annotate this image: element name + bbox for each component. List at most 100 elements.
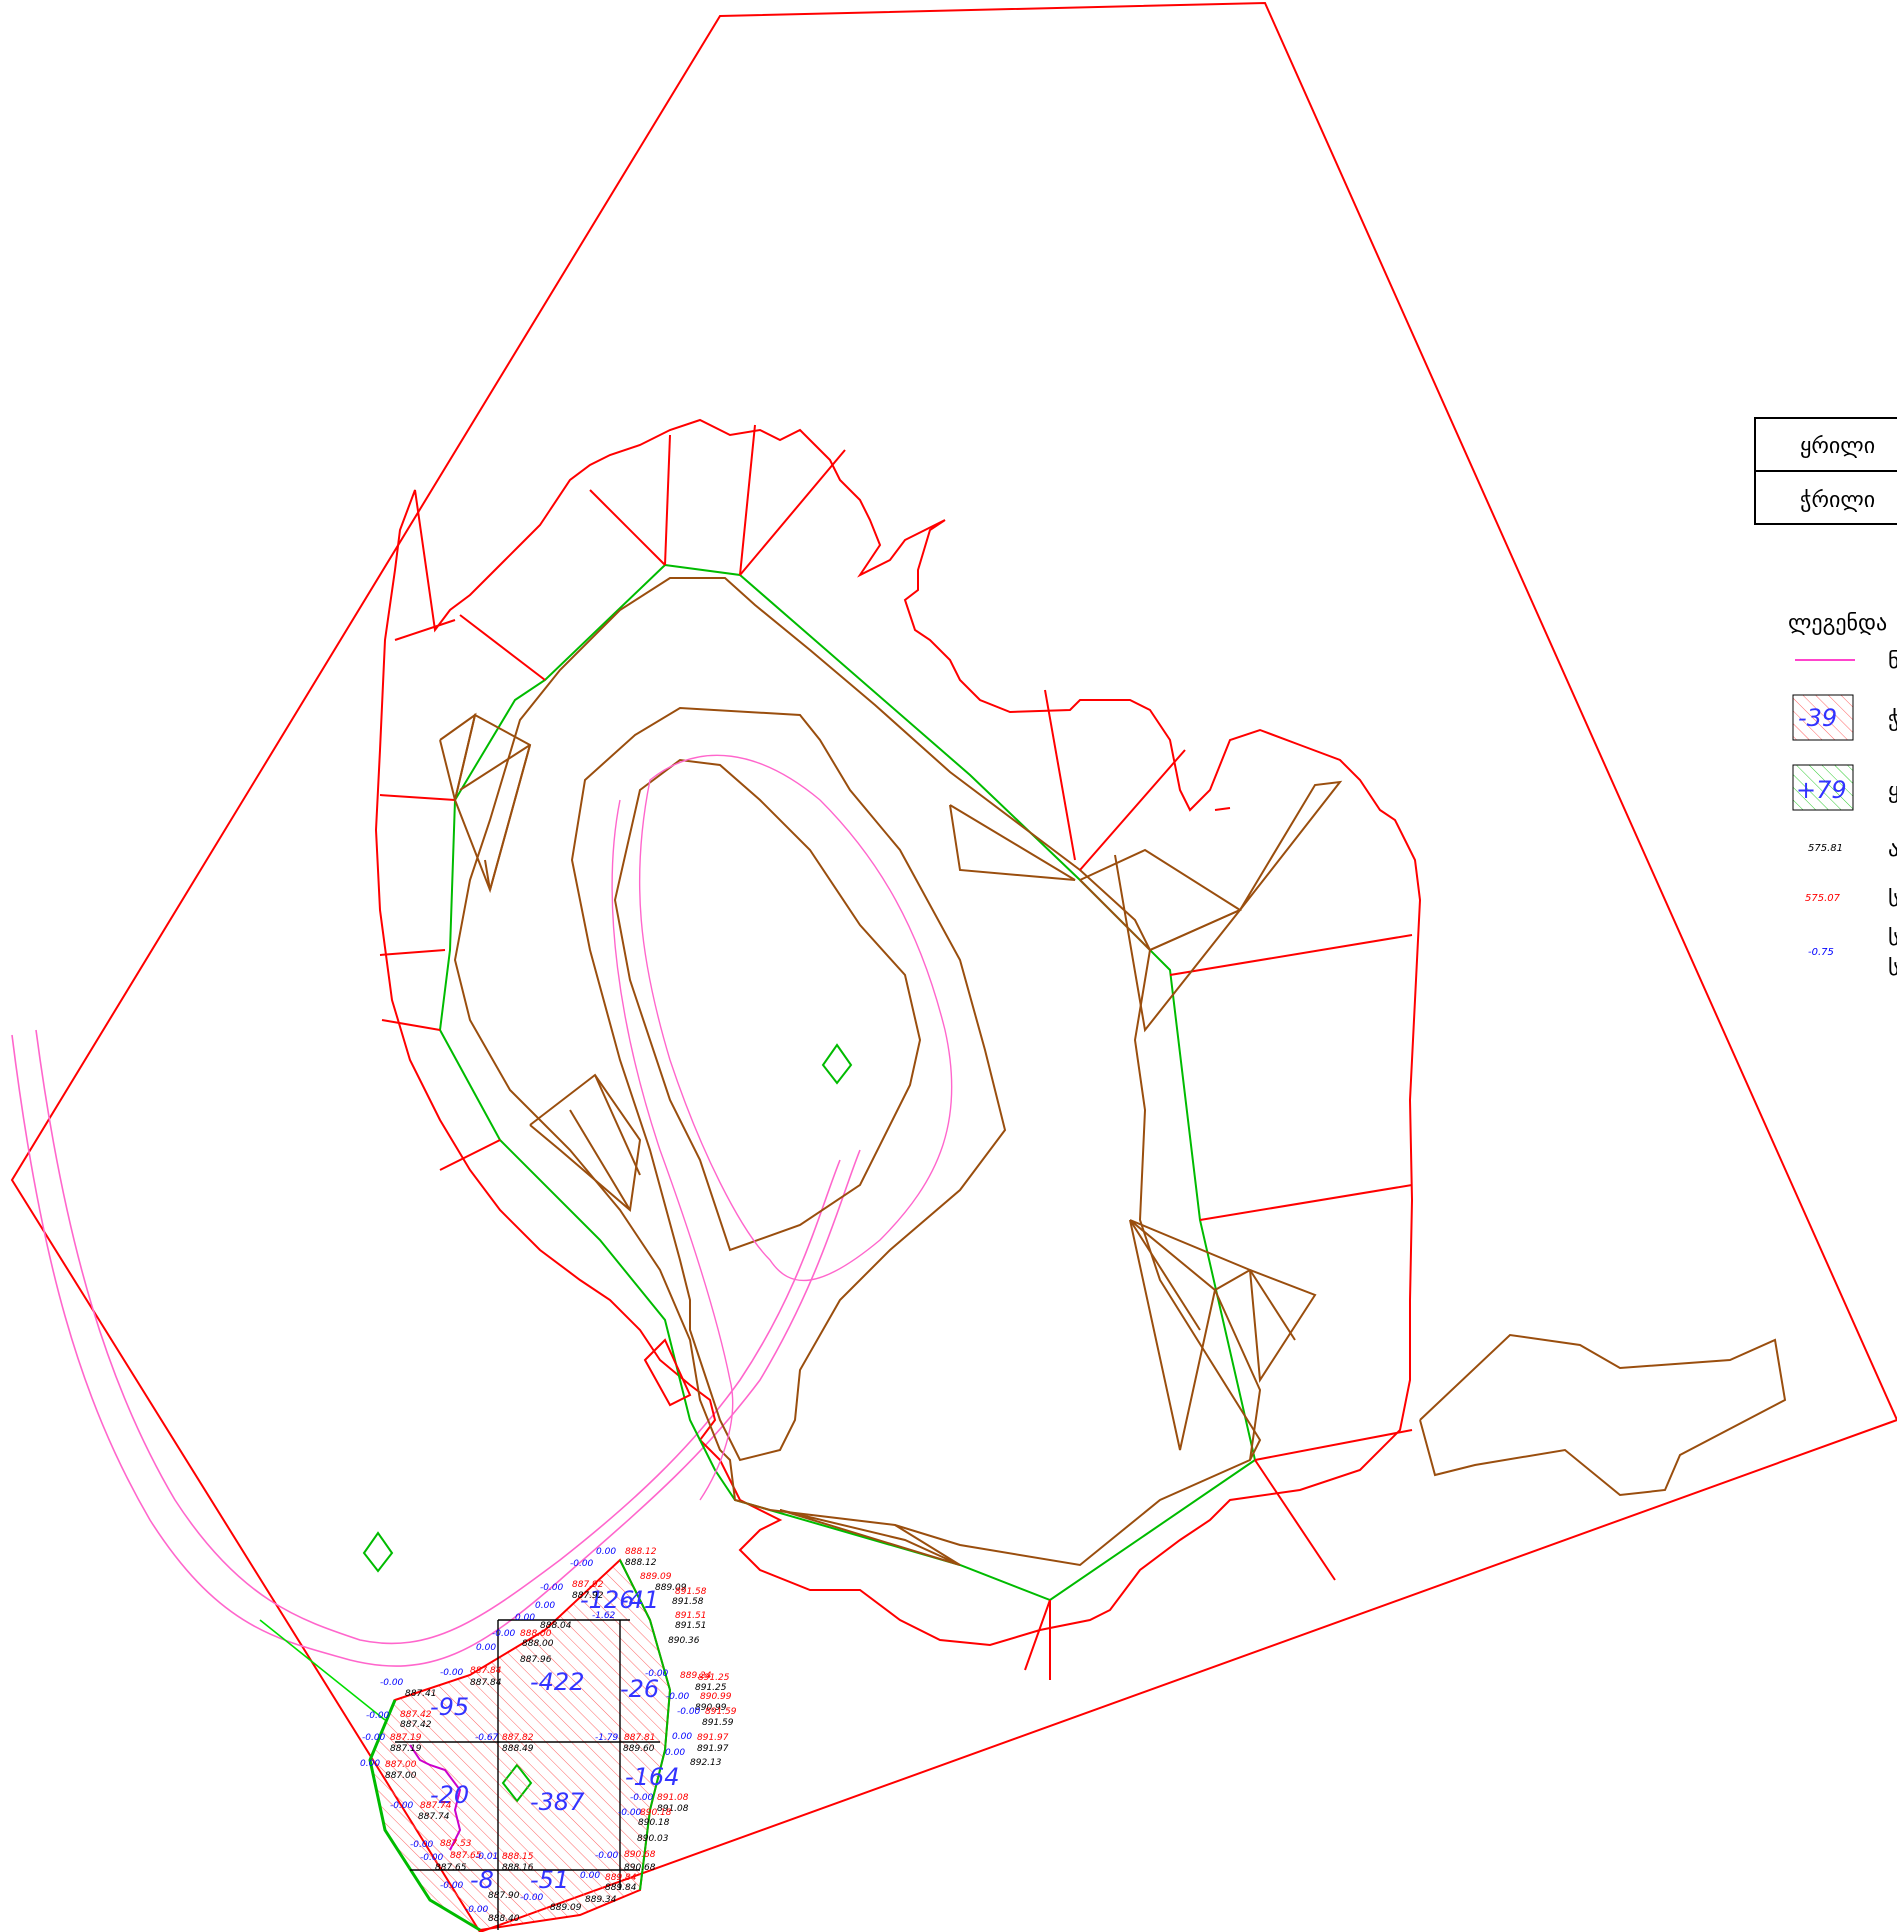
elevation-existing: 887.65: [435, 1863, 467, 1873]
elevation-existing: 887.84: [470, 1678, 502, 1688]
elevation-difference: 0.00: [596, 1547, 616, 1557]
legend-item-label: ყ: [1888, 779, 1897, 804]
volume-label: -95: [430, 1693, 469, 1721]
elevation-existing: 888.49: [502, 1744, 534, 1754]
elevation-design: 891.97: [697, 1733, 729, 1743]
elevation-difference: -0.00: [465, 1905, 489, 1915]
elevation-existing: 887.92: [572, 1591, 604, 1601]
site-boundary: [10, 1, 1897, 1932]
legend-swatch-sample: 575.07: [1805, 893, 1841, 904]
elevation-existing: 890.03: [637, 1834, 669, 1844]
elevation-existing: 887.00: [385, 1771, 417, 1781]
legend-swatch-sample: 575.81: [1808, 843, 1843, 854]
volume-label: -41: [620, 1586, 659, 1614]
elevation-existing: 887.74: [418, 1812, 450, 1822]
legend-item-label: ს: [1888, 887, 1897, 912]
contour-ring-3: [613, 758, 922, 1252]
volume-label: -51: [530, 1866, 569, 1894]
legend-item-label: ს: [1888, 926, 1897, 951]
legend-swatch-sample: -0.75: [1808, 947, 1834, 958]
elevation-design: 887.42: [400, 1710, 432, 1720]
elevation-existing: 892.13: [690, 1758, 722, 1768]
elevation-design: 889.24: [680, 1671, 712, 1681]
elevation-design: 889.84: [605, 1873, 637, 1883]
elevation-existing: 888.00: [522, 1639, 554, 1649]
legend-item-label: ს: [1888, 956, 1897, 981]
elevation-design: 891.51: [675, 1611, 707, 1621]
elevation-existing: 891.97: [697, 1744, 729, 1754]
elevation-existing: 890.36: [668, 1636, 700, 1646]
legend-item-label: ნ: [1888, 649, 1897, 674]
elevation-existing: 888.04: [540, 1621, 572, 1631]
elevation-difference: -0.00: [420, 1853, 444, 1863]
elevation-existing: 889.60: [623, 1744, 655, 1754]
road-inner-curve: [638, 754, 953, 1282]
elevation-difference: -0.00: [440, 1881, 464, 1891]
elevation-difference: -0.01: [475, 1852, 498, 1862]
green-boundary: [438, 564, 1257, 1602]
road-centerline: [611, 799, 734, 1501]
elevation-difference: 0.00: [672, 1732, 692, 1742]
elevation-existing: 888.40: [488, 1914, 520, 1924]
small-feature: [643, 1338, 692, 1407]
marker-diamond: [821, 1043, 853, 1085]
contour-ring-1: [453, 577, 1262, 1567]
legend-swatch-fill: [1792, 764, 1854, 811]
volume-label: -26: [620, 1675, 659, 1703]
elevation-existing: 889.09: [550, 1903, 582, 1913]
volume-label: -164: [625, 1763, 679, 1791]
elevation-difference: -0.00: [645, 1669, 669, 1679]
road-edge-outer: [11, 1034, 861, 1667]
contour-ring-2: [570, 706, 1007, 1462]
elevation-design: 890.99: [700, 1692, 732, 1702]
legend-item-label: ა: [1888, 837, 1897, 862]
volume-label: -126: [580, 1586, 634, 1614]
elevation-existing: 891.51: [675, 1621, 707, 1631]
elevation-difference: -0.00: [440, 1668, 464, 1678]
elevation-existing: 887.90: [488, 1891, 520, 1901]
elevation-difference: 0.00: [580, 1871, 600, 1881]
elevation-existing: 891.08: [657, 1804, 689, 1814]
legend-heading: ლეგენდა: [1788, 611, 1887, 636]
elevation-design: 890.68: [624, 1850, 656, 1860]
elevation-existing: 888.16: [502, 1863, 534, 1873]
volume-label: -8: [470, 1866, 494, 1894]
elevation-design: 889.09: [640, 1572, 672, 1582]
elevation-existing: 888.12: [625, 1558, 657, 1568]
legend: ლეგენდა ნ -39 ჭ +79 ყ 575.81 ა 575.07 ს …: [1788, 611, 1897, 981]
elevation-existing: 887.42: [400, 1720, 432, 1730]
elevation-design: 891.58: [675, 1587, 707, 1597]
elevation-existing: 889.84: [605, 1883, 637, 1893]
elevation-labels: 888.12 889.09 891.58 887.92 888.04 891.5…: [360, 1547, 737, 1924]
section-lines: [379, 424, 1413, 1680]
elevation-design: 887.53: [440, 1839, 472, 1849]
elevation-existing: 889.34: [585, 1895, 617, 1905]
elevation-difference: -0.00: [366, 1711, 390, 1721]
elevation-existing: 887.96: [520, 1655, 552, 1665]
elevation-design: 891.59: [705, 1707, 737, 1717]
elevation-difference: 0.00: [476, 1643, 496, 1653]
elevation-difference: -0.00: [618, 1808, 642, 1818]
title-block: ყრილი ჭრილი: [1754, 417, 1897, 525]
elevation-existing: 891.59: [702, 1718, 734, 1728]
elevation-existing: 890.68: [624, 1863, 656, 1873]
green-diagonal: [259, 1619, 386, 1721]
volume-label: -422: [530, 1668, 584, 1696]
elevation-difference: -0.00: [595, 1851, 619, 1861]
elevation-difference: 0.00: [515, 1613, 535, 1623]
elevation-design: 888.00: [520, 1629, 552, 1639]
elevation-existing: 891.25: [695, 1683, 727, 1693]
earthwork-outline: [374, 418, 1422, 1647]
elevation-difference: -0.00: [492, 1629, 516, 1639]
elevation-difference: -0.00: [666, 1692, 690, 1702]
elevation-difference: 0.00: [360, 1759, 380, 1769]
elevation-existing: 890.99: [695, 1703, 727, 1713]
elevation-difference: 0.00: [665, 1748, 685, 1758]
elevation-existing: 887.41: [405, 1689, 437, 1699]
elevation-design: 887.19: [390, 1733, 422, 1743]
elevation-difference: -0.00: [630, 1793, 654, 1803]
elevation-design: 891.25: [698, 1673, 730, 1683]
elevation-existing: 887.19: [390, 1744, 422, 1754]
elevation-difference: -0.00: [380, 1678, 404, 1688]
